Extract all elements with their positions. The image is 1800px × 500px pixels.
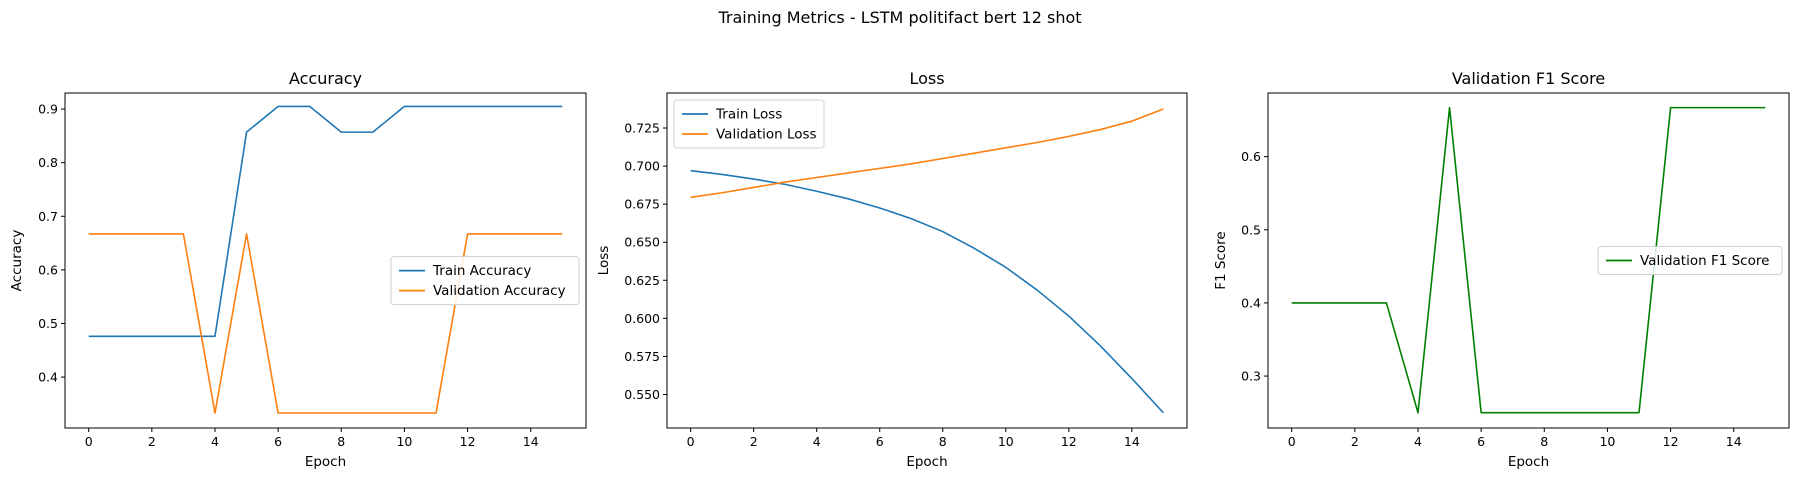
x-tick-label: 2 bbox=[148, 434, 156, 449]
legend: Train Loss Validation Loss bbox=[673, 99, 825, 149]
y-tick-label: 0.550 bbox=[624, 387, 660, 402]
y-tick-label: 0.575 bbox=[624, 349, 660, 364]
x-tick-label: 14 bbox=[1124, 434, 1140, 449]
x-tick-label: 2 bbox=[1351, 434, 1359, 449]
legend-box bbox=[390, 256, 580, 306]
x-tick-label: 12 bbox=[460, 434, 476, 449]
y-axis-label: Accuracy bbox=[9, 230, 25, 292]
series-line-1 bbox=[690, 169, 1164, 414]
y-tick-label: 0.600 bbox=[624, 311, 660, 326]
x-tick-label: 14 bbox=[1726, 434, 1742, 449]
x-tick-label: 10 bbox=[1599, 434, 1615, 449]
series-line-2 bbox=[690, 108, 1164, 199]
x-tick-label: 4 bbox=[1414, 434, 1422, 449]
x-tick-label: 4 bbox=[813, 434, 821, 449]
chart-title: Accuracy bbox=[289, 69, 362, 88]
y-tick-label: 0.9 bbox=[38, 102, 58, 117]
y-tick-label: 0.6 bbox=[1241, 149, 1261, 164]
x-tick-label: 12 bbox=[1663, 434, 1679, 449]
legend: Train Accuracy Validation Accuracy bbox=[390, 256, 580, 306]
x-tick-label: 8 bbox=[1540, 434, 1548, 449]
x-tick-label: 8 bbox=[939, 434, 947, 449]
x-tick-label: 10 bbox=[396, 434, 412, 449]
x-axis-label: Epoch bbox=[1508, 454, 1549, 470]
y-axis-label: Loss bbox=[596, 246, 612, 276]
y-tick-label: 0.725 bbox=[624, 121, 660, 136]
y-tick-label: 0.7 bbox=[38, 209, 58, 224]
series-line-2 bbox=[88, 233, 563, 414]
x-tick-label: 2 bbox=[750, 434, 758, 449]
x-tick-label: 14 bbox=[523, 434, 539, 449]
chart-panel-1: Accuracy 0 2 4 6 8 10 12 14 0.4 0.5 0.6 0.7 0.8 0.9 Epo… bbox=[9, 69, 587, 470]
y-tick-label: 0.8 bbox=[38, 155, 58, 170]
x-tick-label: 8 bbox=[337, 434, 345, 449]
x-axis-label: Epoch bbox=[906, 454, 947, 470]
y-tick-label: 0.4 bbox=[1241, 295, 1261, 310]
legend-label: Train Loss bbox=[715, 107, 782, 123]
chart-title: Loss bbox=[909, 69, 944, 88]
y-axis-label: F1 Score bbox=[1213, 231, 1229, 289]
x-tick-label: 6 bbox=[1477, 434, 1485, 449]
y-tick-label: 0.625 bbox=[624, 273, 660, 288]
legend-label: Train Accuracy bbox=[432, 263, 531, 279]
y-tick-label: 0.4 bbox=[38, 370, 58, 385]
y-tick-label: 0.675 bbox=[624, 197, 660, 212]
legend-label: Validation F1 Score bbox=[1640, 253, 1769, 269]
axes-frame bbox=[666, 92, 1188, 429]
x-tick-label: 12 bbox=[1061, 434, 1077, 449]
legend-box bbox=[673, 99, 825, 149]
charts-group: Accuracy 0 2 4 6 8 10 12 14 0.4 0.5 0.6 0.7 0.8 0.9 Epo… bbox=[9, 69, 1790, 470]
y-tick-label: 0.650 bbox=[624, 235, 660, 250]
series-line-1 bbox=[88, 105, 563, 338]
x-tick-label: 10 bbox=[998, 434, 1014, 449]
y-tick-label: 0.5 bbox=[38, 316, 58, 331]
chart-panel-2: Loss 0 2 4 6 8 10 12 14 0.550 0.575 0.600 0.625 0.650… bbox=[596, 69, 1188, 470]
series-line-1 bbox=[1291, 106, 1766, 414]
axes-frame bbox=[1267, 92, 1790, 429]
y-tick-label: 0.3 bbox=[1241, 369, 1261, 384]
legend-box bbox=[1597, 246, 1783, 275]
y-tick-label: 0.700 bbox=[624, 159, 660, 174]
legend-label: Validation Accuracy bbox=[433, 283, 566, 299]
legend: Validation F1 Score bbox=[1597, 246, 1783, 275]
chart-title: Validation F1 Score bbox=[1452, 69, 1605, 88]
x-tick-label: 0 bbox=[687, 434, 695, 449]
y-tick-label: 0.5 bbox=[1241, 222, 1261, 237]
x-tick-label: 6 bbox=[274, 434, 282, 449]
x-tick-label: 6 bbox=[876, 434, 884, 449]
x-axis-label: Epoch bbox=[305, 454, 346, 470]
chart-panel-3: Validation F1 Score 0 2 4 6 8 10 12 14 0.3 0.4 0.5 0… bbox=[1213, 69, 1790, 470]
x-tick-label: 0 bbox=[1288, 434, 1296, 449]
legend-label: Validation Loss bbox=[716, 127, 817, 143]
x-tick-label: 0 bbox=[85, 434, 93, 449]
figure-title: Training Metrics - LSTM politifact bert … bbox=[717, 8, 1081, 27]
x-tick-label: 4 bbox=[211, 434, 219, 449]
axes-frame bbox=[64, 92, 587, 429]
y-tick-label: 0.6 bbox=[38, 262, 58, 277]
